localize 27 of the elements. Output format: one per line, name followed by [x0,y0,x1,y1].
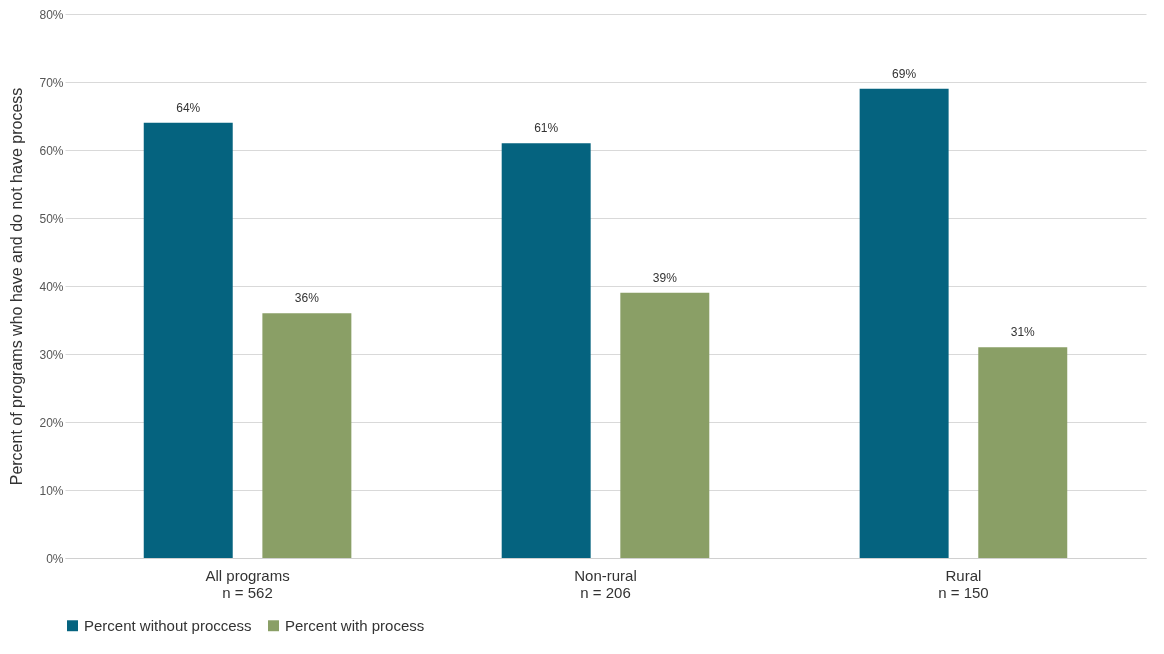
y-tick-label: 70% [39,75,64,90]
bar [978,347,1068,558]
data-label: 39% [652,270,678,285]
x-tick-label: Non-rural n = 206 [574,566,637,601]
data-label: 36% [294,291,320,306]
bar [143,122,233,558]
legend-label: Percent with process [285,616,425,634]
bar [262,313,352,558]
x-tick-label: All programs n = 562 [205,566,290,601]
y-tick-label: 30% [39,347,64,362]
data-label: 31% [1010,325,1036,340]
y-axis-title: Percent of programs who have and do not have process [8,87,26,486]
y-tick-label: 60% [39,143,64,158]
data-label: 64% [176,100,201,115]
y-tick-label: 20% [39,415,64,430]
y-tick-label: 80% [39,7,64,22]
y-tick-label: 50% [39,211,64,226]
data-label: 61% [534,121,559,136]
legend-label: Percent without proccess [84,616,252,634]
y-tick-label: 40% [39,279,64,294]
bar [859,88,949,558]
bar [501,143,591,558]
data-label: 69% [892,66,917,81]
y-tick-label: 10% [39,483,64,498]
bar [620,292,710,558]
y-tick-label: 0% [46,551,64,566]
x-tick-label: Rural n = 150 [938,566,989,601]
